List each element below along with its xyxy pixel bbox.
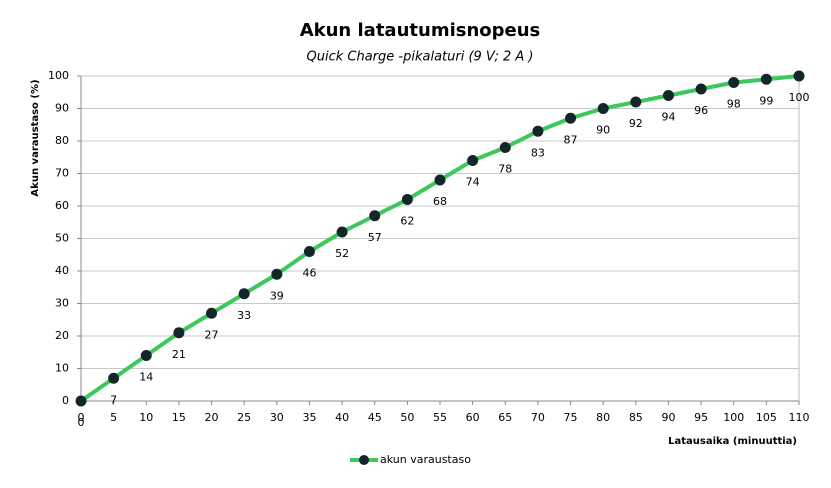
x-tick-label: 70 xyxy=(531,411,545,424)
x-tick-label: 5 xyxy=(110,411,117,424)
y-tick-label: 90 xyxy=(55,102,69,115)
data-point xyxy=(565,112,577,124)
data-point xyxy=(728,77,740,88)
data-label: 98 xyxy=(727,98,741,111)
data-label: 100 xyxy=(789,91,810,104)
x-tick-label: 105 xyxy=(756,411,777,424)
y-tick-label: 0 xyxy=(62,394,69,407)
data-label: 96 xyxy=(694,104,708,117)
x-tick-label: 95 xyxy=(694,411,708,424)
data-label: 39 xyxy=(270,289,284,302)
x-tick-label: 40 xyxy=(335,411,349,424)
data-label: 94 xyxy=(661,111,675,124)
data-label: 33 xyxy=(237,309,251,322)
data-point xyxy=(760,73,772,85)
x-tick-label: 25 xyxy=(237,411,251,424)
y-tick-label: 80 xyxy=(55,134,69,147)
y-tick-label: 50 xyxy=(55,232,69,245)
x-tick-label: 75 xyxy=(564,411,578,424)
x-tick-label: 80 xyxy=(596,411,610,424)
data-label: 46 xyxy=(302,267,316,280)
data-label: 57 xyxy=(368,231,382,244)
data-label: 27 xyxy=(205,328,219,341)
data-label: 78 xyxy=(498,163,512,176)
data-point xyxy=(597,103,609,114)
x-tick-label: 30 xyxy=(270,411,284,424)
data-label: 21 xyxy=(172,348,186,361)
x-tick-label: 15 xyxy=(172,411,186,424)
y-axis-title: Akun varaustaso (%) xyxy=(30,79,41,196)
data-label: 83 xyxy=(531,146,545,159)
data-point xyxy=(401,194,413,205)
chart-subtitle: Quick Charge -pikalaturi (9 V; 2 A ) xyxy=(307,50,534,65)
x-tick-label: 85 xyxy=(629,411,643,424)
data-point xyxy=(303,246,315,257)
x-axis-title: Latausaika (minuuttia) xyxy=(668,436,797,447)
data-point xyxy=(532,125,544,137)
x-tick-label: 100 xyxy=(723,411,744,424)
data-label: 7 xyxy=(110,393,117,406)
data-point xyxy=(238,288,250,300)
data-point xyxy=(662,90,674,101)
legend-marker xyxy=(359,455,369,465)
data-point xyxy=(369,210,381,222)
chart-title: Akun latautumisnopeus xyxy=(300,20,541,41)
data-label: 68 xyxy=(433,195,447,208)
y-tick-label: 30 xyxy=(55,297,69,310)
y-tick-label: 20 xyxy=(55,329,69,342)
data-label: 92 xyxy=(629,117,643,130)
data-label: 62 xyxy=(400,215,414,228)
y-tick-label: 100 xyxy=(48,69,69,82)
data-point xyxy=(434,174,446,186)
x-tick-label: 110 xyxy=(789,411,810,424)
x-tick-label: 90 xyxy=(661,411,675,424)
data-point xyxy=(75,395,87,407)
legend-label: akun varaustaso xyxy=(380,453,471,466)
data-point xyxy=(793,70,805,82)
x-tick-label: 10 xyxy=(139,411,153,424)
data-point xyxy=(467,155,479,166)
data-point xyxy=(499,142,511,153)
data-label: 90 xyxy=(596,124,610,137)
data-point xyxy=(206,307,218,319)
data-label: 99 xyxy=(759,94,773,107)
data-point xyxy=(108,372,120,384)
data-point xyxy=(271,268,283,280)
y-tick-label: 40 xyxy=(55,264,69,277)
y-tick-label: 70 xyxy=(55,167,69,180)
data-point xyxy=(173,327,185,339)
x-tick-label: 20 xyxy=(205,411,219,424)
data-point xyxy=(630,96,642,108)
data-label: 87 xyxy=(564,133,578,146)
x-tick-label: 50 xyxy=(400,411,414,424)
y-tick-label: 10 xyxy=(55,362,69,375)
data-label: 74 xyxy=(466,176,480,189)
x-tick-label: 35 xyxy=(302,411,316,424)
x-tick-label: 45 xyxy=(368,411,382,424)
y-tick-label: 60 xyxy=(55,199,69,212)
x-tick-label: 60 xyxy=(466,411,480,424)
data-point xyxy=(695,83,707,95)
data-point xyxy=(336,226,348,238)
data-label: 14 xyxy=(139,371,153,384)
data-label: 0 xyxy=(78,416,85,429)
data-point xyxy=(140,350,152,361)
x-tick-label: 65 xyxy=(498,411,512,424)
x-tick-label: 55 xyxy=(433,411,447,424)
data-label: 52 xyxy=(335,247,349,260)
x-tick-label: 0 xyxy=(78,411,85,424)
